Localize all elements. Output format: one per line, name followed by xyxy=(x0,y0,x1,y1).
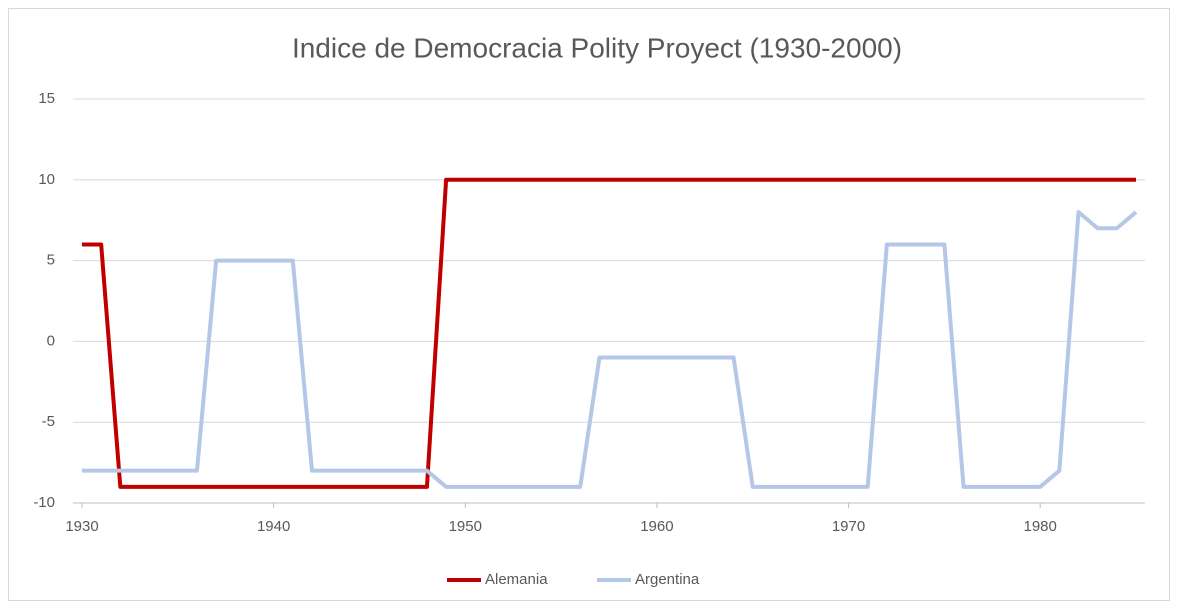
y-tick-label: -5 xyxy=(42,413,55,430)
x-tick-label: 1980 xyxy=(1023,518,1056,535)
chart-title: Indice de Democracia Polity Proyect (193… xyxy=(292,32,902,63)
y-tick-label: 5 xyxy=(47,252,55,269)
series-line xyxy=(82,210,1138,489)
x-tick-label: 1970 xyxy=(832,518,865,535)
y-tick-label: 0 xyxy=(47,332,55,349)
y-tick-label: 15 xyxy=(38,90,55,107)
series-line xyxy=(82,177,1136,489)
x-tick-label: 1960 xyxy=(640,518,673,535)
legend-label: Argentina xyxy=(635,571,700,588)
chart-border xyxy=(8,8,1170,601)
x-tick-label: 1930 xyxy=(65,518,98,535)
x-tick-label: 1950 xyxy=(449,518,482,535)
y-tick-label: -10 xyxy=(33,494,55,511)
y-tick-label: 10 xyxy=(38,171,55,188)
legend-label: Alemania xyxy=(485,571,548,588)
x-tick-label: 1940 xyxy=(257,518,290,535)
